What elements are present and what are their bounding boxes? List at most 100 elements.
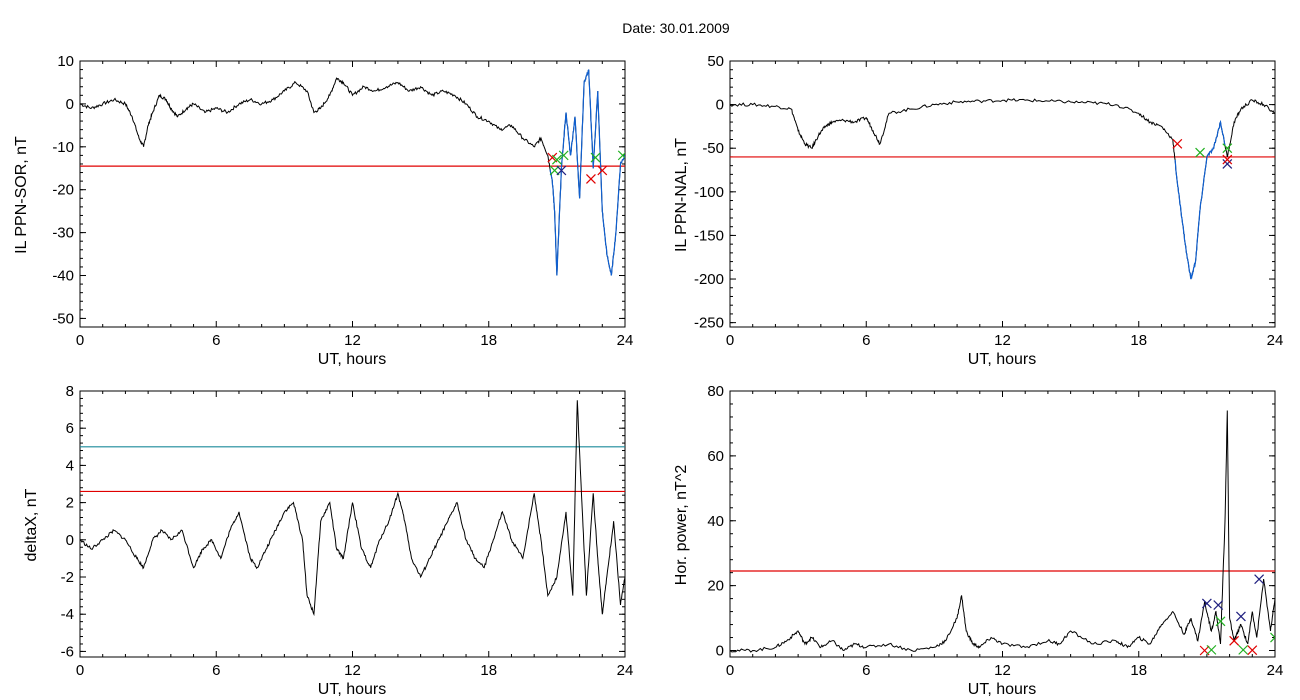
- event-marker-navy: [1236, 611, 1246, 622]
- x-tick-label: 24: [1267, 332, 1284, 349]
- y-tick-label: 0: [66, 532, 74, 549]
- y-tick-label: -100: [694, 184, 724, 201]
- y-tick-label: 60: [707, 448, 724, 465]
- plot-frame: [729, 390, 1276, 658]
- x-tick-label: 24: [617, 662, 634, 679]
- series-line: [730, 410, 1275, 653]
- marker-stroke: [1229, 635, 1240, 646]
- marker-stroke: [1201, 598, 1212, 609]
- y-tick-label: 40: [707, 513, 724, 530]
- data-layer: [80, 400, 625, 617]
- x-tick-label: 0: [76, 662, 84, 679]
- y-tick-label: 50: [707, 53, 724, 70]
- marker-stroke: [1222, 158, 1233, 169]
- x-tick-label: 0: [726, 332, 734, 349]
- y-tick-label: -40: [52, 268, 74, 285]
- marker-stroke: [1199, 645, 1210, 656]
- y-tick-label: -50: [52, 310, 74, 327]
- event-segment-line: [549, 69, 625, 276]
- marker-stroke: [1172, 138, 1183, 149]
- x-tick-label: 6: [862, 332, 870, 349]
- x-tick-label: 12: [994, 332, 1011, 349]
- marker-stroke: [556, 165, 567, 176]
- x-tick-label: 18: [1130, 332, 1147, 349]
- x-tick-label: 0: [76, 332, 84, 349]
- series-line: [80, 69, 625, 276]
- y-tick-label: 0: [66, 96, 74, 113]
- event-marker-red: [586, 174, 596, 184]
- y-tick-label: 10: [57, 53, 74, 70]
- event-marker-green: [1222, 143, 1233, 154]
- plot-frame: [729, 60, 1276, 328]
- x-tick-label: 18: [480, 332, 497, 349]
- marker-stroke: [1213, 600, 1224, 611]
- x-tick-label: 18: [480, 662, 497, 679]
- data-layer: [730, 410, 1275, 656]
- panel-hor-power: Hor. power, nT^2 UT, hours 0 6 12 18 24 80 60 4…: [673, 383, 1283, 698]
- panel-deltax: deltaX, nT UT, hours 0 6 12 18 24 8 6 4 2 0 -2 -4 -6: [23, 383, 633, 698]
- y-tick-label: 4: [66, 457, 74, 474]
- y-axis-label: IL PPN-SOR, nT: [13, 136, 30, 254]
- marker-stroke: [590, 152, 601, 163]
- x-tick-label: 12: [344, 332, 361, 349]
- y-axis-label: IL PPN-NAL, nT: [673, 138, 690, 252]
- marker-stroke: [1206, 644, 1217, 655]
- event-marker-red: [597, 165, 608, 176]
- x-tick-label: 18: [1130, 662, 1147, 679]
- y-tick-label: -150: [694, 227, 724, 244]
- event-marker-green: [1238, 644, 1249, 655]
- event-marker-navy: [1213, 600, 1224, 611]
- x-tick-label: 24: [617, 332, 634, 349]
- event-marker-red: [1222, 154, 1233, 165]
- event-marker-green: [1195, 147, 1205, 158]
- y-tick-label: 0: [716, 97, 724, 114]
- y-tick-label: -250: [694, 315, 724, 332]
- y-tick-label: -20: [52, 182, 74, 199]
- event-marker-red: [1229, 635, 1240, 646]
- y-tick-label: -4: [61, 606, 74, 623]
- x-axis-label: UT, hours: [318, 681, 386, 698]
- marker-stroke: [1222, 154, 1233, 165]
- x-axis-label: UT, hours: [318, 351, 386, 368]
- event-marker-green: [1206, 644, 1217, 655]
- event-marker-green: [551, 154, 562, 165]
- panel-il-ppn-nal: IL PPN-NAL, nT UT, hours 0 6 12 18 24 50 0 -50 -…: [673, 53, 1283, 368]
- x-tick-label: 0: [726, 662, 734, 679]
- x-tick-label: 12: [344, 662, 361, 679]
- marker-stroke: [1247, 645, 1258, 656]
- x-axis-label: UT, hours: [968, 681, 1036, 698]
- event-marker-red: [1172, 138, 1183, 149]
- event-marker-red: [1247, 645, 1258, 656]
- marker-stroke: [1236, 611, 1246, 622]
- y-tick-label: 8: [66, 383, 74, 400]
- figure-title: Date: 30.01.2009: [622, 20, 730, 36]
- event-marker-navy: [556, 165, 567, 176]
- event-marker-green: [558, 150, 569, 161]
- marker-stroke: [1254, 574, 1265, 585]
- y-axis-label: deltaX, nT: [23, 488, 40, 561]
- series-line: [80, 400, 625, 617]
- event-marker-green: [617, 150, 625, 161]
- x-tick-label: 6: [862, 662, 870, 679]
- y-tick-label: -30: [52, 225, 74, 242]
- marker-stroke: [1215, 616, 1226, 627]
- event-marker-green: [1215, 616, 1226, 627]
- marker-stroke: [1270, 632, 1275, 639]
- marker-stroke: [558, 150, 569, 161]
- event-marker-green: [590, 152, 601, 163]
- series-line: [730, 98, 1275, 280]
- y-axis-label: Hor. power, nT^2: [673, 465, 690, 586]
- x-tick-label: 6: [212, 332, 220, 349]
- marker-stroke: [1195, 147, 1205, 158]
- y-tick-label: -2: [61, 569, 74, 586]
- event-marker-navy: [1222, 158, 1233, 169]
- y-tick-label: 20: [707, 578, 724, 595]
- panel-il-ppn-sor: IL PPN-SOR, nT UT, hours 0 6 12 18 24 10 0 -10 -…: [13, 53, 633, 368]
- marker-stroke: [1238, 644, 1249, 655]
- x-axis-label: UT, hours: [968, 351, 1036, 368]
- x-tick-label: 12: [994, 662, 1011, 679]
- y-tick-label: -50: [702, 140, 724, 157]
- marker-stroke: [551, 154, 562, 165]
- marker-stroke: [1222, 143, 1233, 154]
